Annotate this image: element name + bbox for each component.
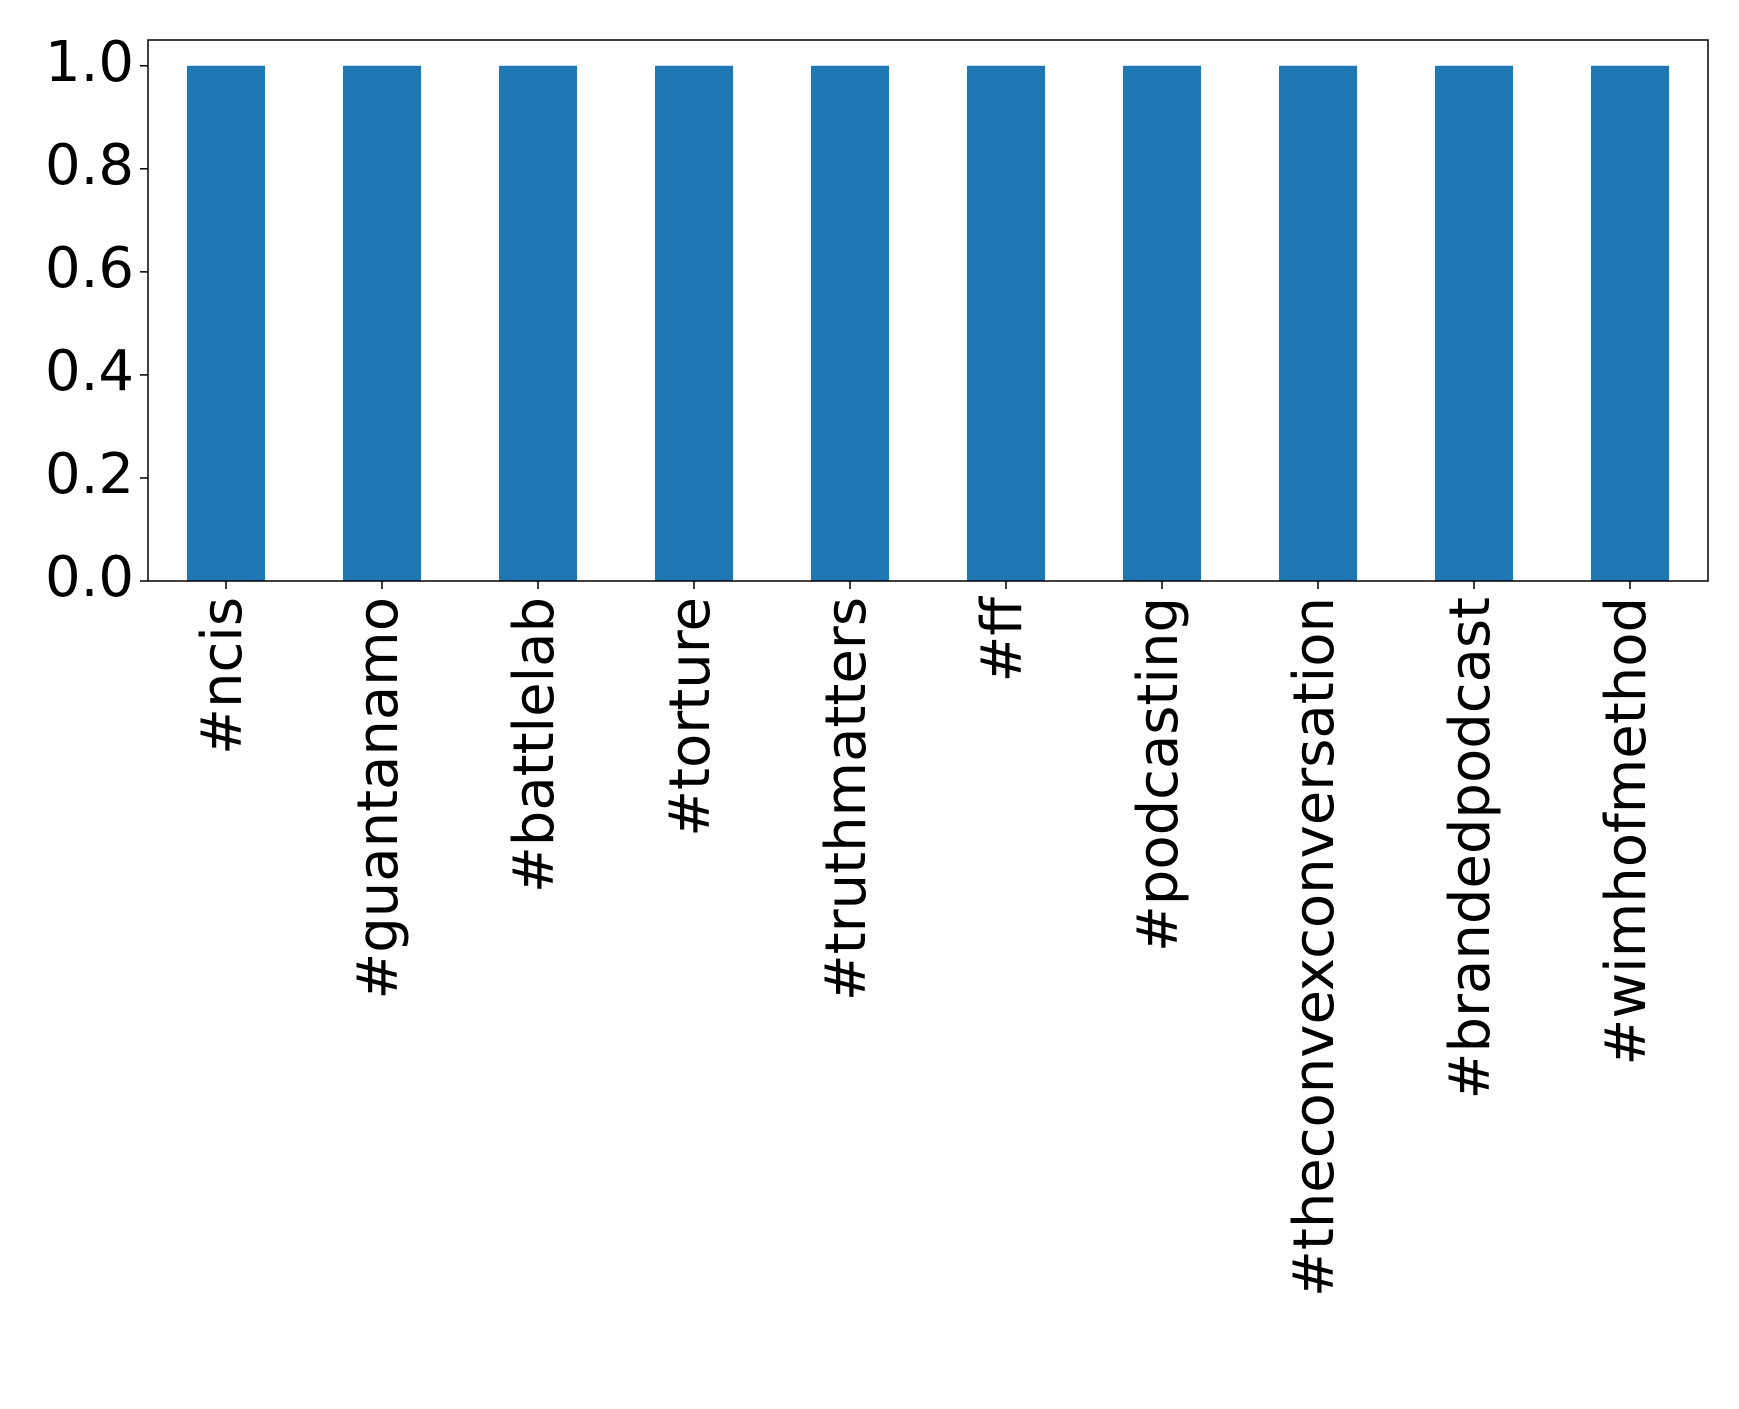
- bar: [655, 65, 733, 581]
- y-tick-label: 1.0: [45, 30, 134, 95]
- x-tick-label: #battlelab: [502, 597, 567, 893]
- x-tick-label: #truthmatters: [814, 597, 879, 1001]
- x-tick-label: #guantanamo: [346, 597, 411, 1000]
- bar: [1435, 65, 1513, 581]
- bar: [499, 65, 577, 581]
- bar: [343, 65, 421, 581]
- bar: [811, 65, 889, 581]
- x-tick-label: #podcasting: [1126, 597, 1191, 952]
- x-tick-label: #torture: [658, 597, 723, 837]
- x-tick-label: #ncis: [190, 597, 255, 755]
- bar: [1591, 65, 1669, 581]
- bar: [187, 65, 265, 581]
- y-tick-label: 0.2: [45, 442, 134, 507]
- bar: [1279, 65, 1357, 581]
- y-tick-label: 0.0: [45, 545, 134, 610]
- y-tick-label: 0.8: [45, 133, 134, 198]
- plot-frame: [147, 39, 1709, 582]
- bar: [1123, 65, 1201, 581]
- x-tick-label: #theconvexconversation: [1282, 597, 1347, 1297]
- x-tick-label: #brandedpodcast: [1438, 597, 1503, 1099]
- x-tick-label: #wimhofmethod: [1594, 597, 1659, 1066]
- y-tick-label: 0.4: [45, 339, 134, 404]
- bar: [967, 65, 1045, 581]
- y-tick-label: 0.6: [45, 236, 134, 301]
- x-tick-label: #ff: [970, 596, 1035, 683]
